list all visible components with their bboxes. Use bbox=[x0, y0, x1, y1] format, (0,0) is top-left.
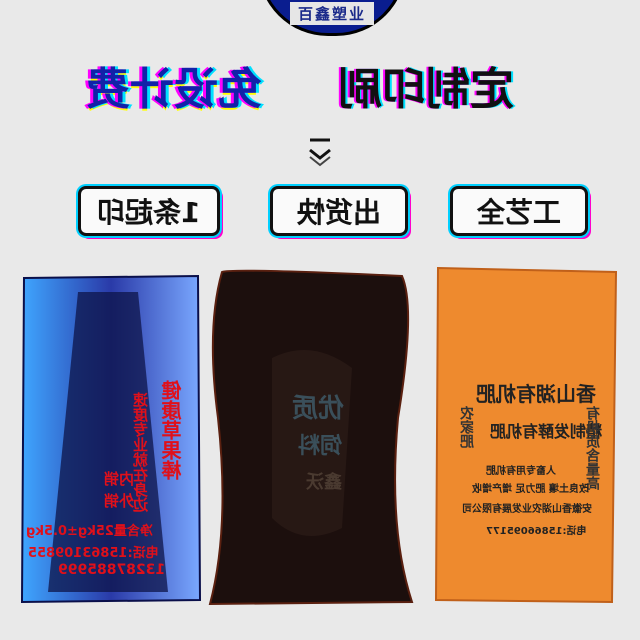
bag-orange-line-b: 改良土壤 肥力足 增产增收 bbox=[472, 484, 589, 495]
bag-orange-side-left: 农家肥 bbox=[460, 406, 476, 448]
feature-label: 1条起印 bbox=[97, 196, 201, 229]
product-gallery: 健康草果棒 速度专业就在身边 内销 外销 净含量25kg±0.5kg 电话:15… bbox=[0, 258, 640, 640]
feature-row: 1条起印 出货快 工艺全 bbox=[0, 186, 640, 242]
headline-custom-print: 定制印刷 bbox=[338, 64, 514, 115]
headline-free-design: 免设计费 bbox=[86, 64, 262, 115]
bag-blue: 健康草果棒 速度专业就在身边 内销 外销 净含量25kg±0.5kg 电话:15… bbox=[18, 272, 204, 606]
brand-badge: 百鑫塑业 bbox=[258, 0, 406, 36]
bag-orange-side-right: 有机质含量高 bbox=[586, 406, 602, 490]
feature-label: 工艺全 bbox=[476, 196, 561, 229]
bag-black-title: 优质 bbox=[292, 394, 345, 424]
bag-blue-weight: 净含量25kg±0.5kg bbox=[26, 524, 153, 539]
feature-fast-delivery: 出货快 bbox=[270, 186, 408, 236]
bag-orange: 香山湖有机肥 精制发酵有机肥 农家肥 有机质含量高 人畜专用有机肥 改良土壤 肥… bbox=[432, 266, 622, 606]
bag-black-name: 鑫沃 bbox=[306, 472, 342, 493]
bag-blue-phone-b: 13287885999 bbox=[58, 562, 166, 578]
bag-orange-company: 安徽香山湖农业发展有限公司 bbox=[462, 504, 592, 515]
feature-label: 出货快 bbox=[296, 196, 381, 229]
bag-blue-option-a: 内销 bbox=[104, 470, 135, 488]
bag-blue-phone-a: 电话:15863109855 bbox=[28, 546, 159, 561]
feature-min-order: 1条起印 bbox=[78, 186, 220, 236]
bag-orange-phone: 电话:15866095177 bbox=[486, 526, 587, 537]
bag-orange-title: 香山湖有机肥 bbox=[476, 382, 596, 406]
headline: 免设计费 定制印刷 bbox=[0, 60, 640, 126]
chevron-down-icon bbox=[300, 132, 340, 172]
bag-black-subtitle: 饲料 bbox=[298, 434, 343, 459]
feature-full-craft: 工艺全 bbox=[450, 186, 588, 236]
bag-blue-title: 健康草果棒 bbox=[161, 380, 185, 480]
bag-black: 优质 饲料 鑫沃 bbox=[202, 268, 416, 608]
bag-orange-line-a: 人畜专用有机肥 bbox=[486, 466, 556, 477]
bag-blue-option-b: 外销 bbox=[104, 492, 135, 510]
brand-name: 百鑫塑业 bbox=[289, 2, 374, 25]
